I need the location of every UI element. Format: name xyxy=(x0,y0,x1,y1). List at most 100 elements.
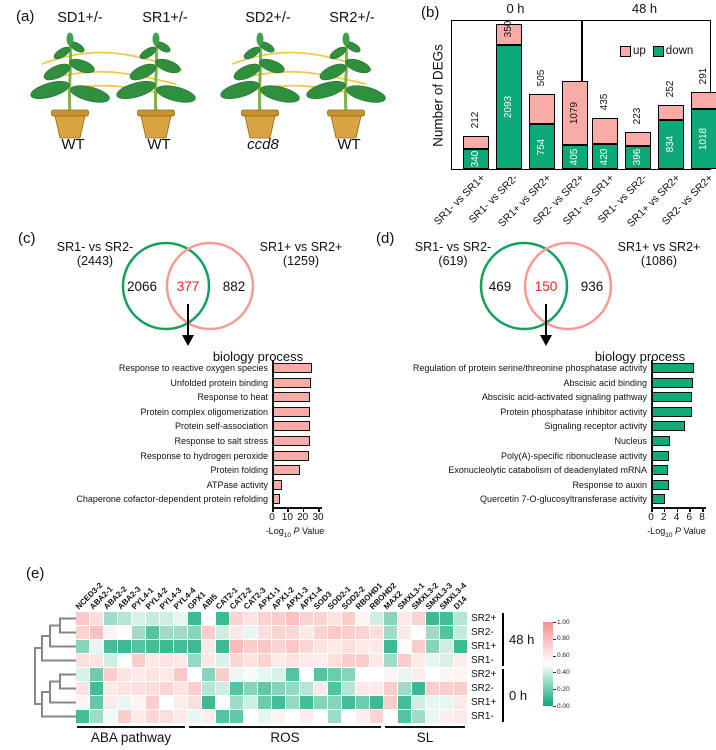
heatmap-cell xyxy=(118,640,131,653)
plant-leaf xyxy=(155,58,181,74)
category-label: ABA pathway xyxy=(90,730,172,745)
plant-leaf xyxy=(319,63,347,81)
heatmap-cell xyxy=(384,640,397,653)
plant-leaf xyxy=(129,63,157,81)
heatmap-cell xyxy=(272,682,285,695)
go-term-bar xyxy=(272,465,300,476)
heatmap-cell xyxy=(174,696,187,709)
heatmap-cell xyxy=(90,654,103,667)
heatmap-row-label: SR2- xyxy=(471,683,494,694)
heatmap-cell xyxy=(132,682,145,695)
go-term-label: Regulation of protein serine/threonine p… xyxy=(412,363,647,373)
heatmap-cell xyxy=(272,668,285,681)
heatmap-cell xyxy=(286,654,299,667)
heatmap-cell xyxy=(342,626,355,639)
heatmap-cell xyxy=(230,682,243,695)
heatmap-cell xyxy=(440,710,453,723)
heatmap-cell xyxy=(272,640,285,653)
go-term-bar xyxy=(272,377,312,388)
heatmap-cell xyxy=(118,654,131,667)
plant-bud xyxy=(152,32,160,46)
heatmap-cell xyxy=(384,612,397,625)
heatmap-cell xyxy=(104,696,117,709)
heatmap-cell xyxy=(370,710,383,723)
bar-down-segment xyxy=(592,144,618,169)
x-tick-label: 20 xyxy=(297,512,309,524)
heatmap-cell xyxy=(454,668,467,681)
heatmap-cell xyxy=(398,626,411,639)
category-underline xyxy=(77,726,185,728)
legend-item-up: up xyxy=(620,45,646,57)
heatmap-cell xyxy=(230,696,243,709)
go-term-bar xyxy=(651,363,694,373)
heatmap-cell xyxy=(76,654,89,667)
go-term-bar xyxy=(651,436,671,446)
go-term-label: Signaling receptor activity xyxy=(544,421,647,432)
colorbar-tick xyxy=(553,706,556,707)
go-term-label: Abscisic acid-activated signaling pathwa… xyxy=(481,392,647,403)
heatmap-cell xyxy=(174,654,187,667)
y-axis-line xyxy=(272,360,274,508)
heatmap-cell xyxy=(160,682,173,695)
heatmap-cell xyxy=(398,612,411,625)
heatmap-cell xyxy=(300,682,313,695)
panel-c-down-deg-venn-go: (c) SR1- vs SR2- (2443) SR1+ vs SR2+ (12… xyxy=(0,228,358,564)
heatmap-cell xyxy=(328,640,341,653)
go-term-bar xyxy=(651,465,669,476)
heatmap-cell xyxy=(426,710,439,723)
heatmap-cell xyxy=(202,710,215,723)
category-label: ROS xyxy=(270,730,300,745)
colorbar-tick-label: 0.80 xyxy=(557,635,570,643)
heatmap-cell xyxy=(160,640,173,653)
heatmap-cell xyxy=(76,612,89,625)
x-axis-tick xyxy=(676,508,678,513)
heatmap-cell xyxy=(412,612,425,625)
heatmap-cell xyxy=(440,654,453,667)
heatmap-cell xyxy=(286,612,299,625)
bar-down-count: 754 xyxy=(536,138,547,156)
bar-down-segment xyxy=(463,148,489,169)
colorbar-tick-label: 1.00 xyxy=(557,618,570,626)
heatmap-cell xyxy=(244,682,257,695)
plant-leaf xyxy=(43,63,71,81)
panel-tag-b: (b) xyxy=(421,4,440,21)
legend-swatch-down xyxy=(652,45,664,57)
heatmap-cell xyxy=(174,612,187,625)
heatmap-cell xyxy=(370,696,383,709)
heatmap-cell xyxy=(412,654,425,667)
plant-leaf xyxy=(69,58,95,74)
venn-left-count: 469 xyxy=(489,279,512,294)
heatmap-cell xyxy=(188,654,201,667)
plant-leaf xyxy=(259,58,285,74)
heatmap-cell xyxy=(286,640,299,653)
heatmap-cell xyxy=(216,696,229,709)
heatmap-cell xyxy=(328,626,341,639)
venn-overlap-count: 377 xyxy=(177,279,200,294)
heatmap-cell xyxy=(300,668,313,681)
bar-up-segment xyxy=(496,24,522,46)
heatmap-cell xyxy=(160,626,173,639)
colorbar-tick xyxy=(553,689,556,691)
heatmap-cell xyxy=(398,696,411,709)
heatmap-cell xyxy=(426,696,439,709)
heatmap-row-label: SR1- xyxy=(471,655,494,666)
plant-pair-illustration xyxy=(220,32,386,139)
panel-d-up-deg-venn-go: (d) SR1- vs SR2- (619) SR1+ vs SR2+ (108… xyxy=(358,228,716,564)
heatmap-cell xyxy=(132,640,145,653)
heatmap-cell xyxy=(342,682,355,695)
bar-down-segment xyxy=(562,145,588,169)
heatmap-cell xyxy=(440,668,453,681)
bar-down-segment xyxy=(658,119,684,169)
heatmap-cell xyxy=(90,696,103,709)
legend-label-up: up xyxy=(633,45,646,57)
go-term-bar xyxy=(272,450,309,461)
heatmap-cell xyxy=(398,710,411,723)
go-term-label: Chaperone cofactor-dependent protein ref… xyxy=(76,494,268,505)
plant-leaf xyxy=(139,46,157,60)
heatmap-cell xyxy=(160,696,173,709)
heatmap-cell xyxy=(314,710,327,723)
heatmap-cell xyxy=(454,710,467,723)
heatmap-cell xyxy=(132,668,145,681)
bar-down-segment xyxy=(529,124,555,169)
venn-diagram: 2066 377 882 xyxy=(121,241,255,346)
